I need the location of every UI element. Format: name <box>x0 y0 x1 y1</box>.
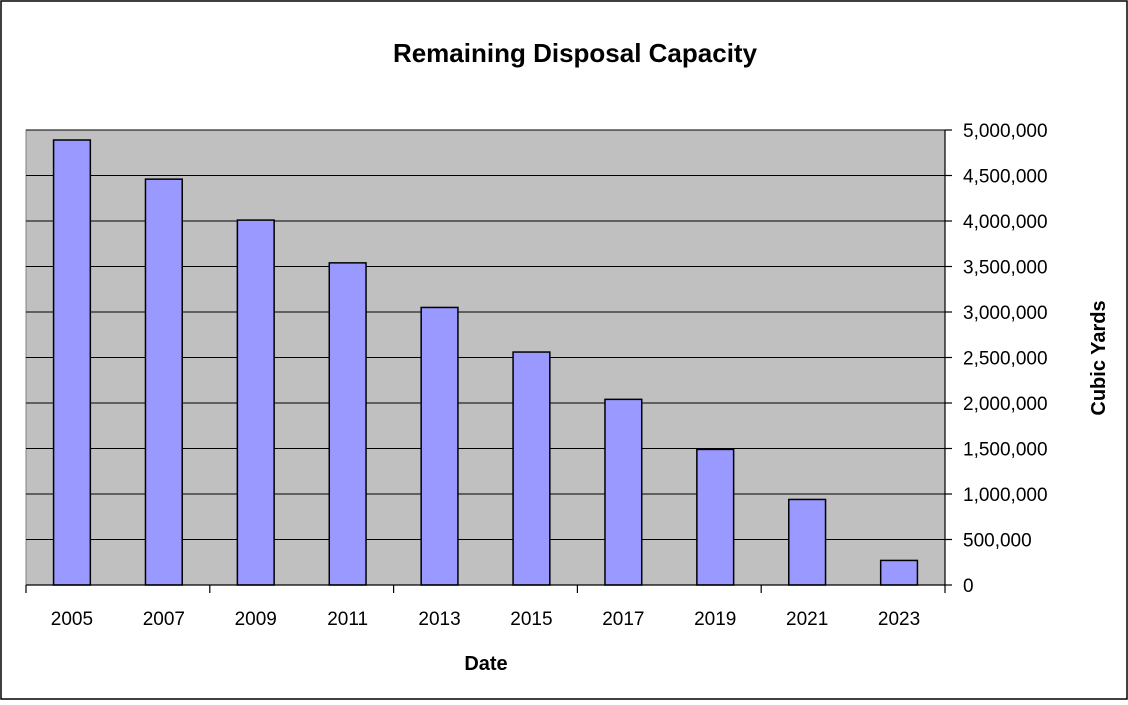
x-tick-label: 2005 <box>51 609 93 630</box>
bar-2023 <box>879 559 919 586</box>
bar-2011 <box>328 262 367 586</box>
y-tick-label: 2,000,000 <box>963 394 1048 415</box>
x-tick-label: 2007 <box>143 609 185 630</box>
bar-2005 <box>52 139 92 586</box>
x-tick-label: 2009 <box>235 609 277 630</box>
y-tick-label: 3,000,000 <box>963 303 1048 324</box>
y-tick-label: 4,000,000 <box>963 212 1048 233</box>
y-tick-label: 4,500,000 <box>963 167 1048 188</box>
x-tick-labels: 2005 2007 2009 2011 2013 2015 2017 2019 2021 2023 <box>51 609 920 630</box>
bar-2019 <box>696 448 735 586</box>
x-tick-label: 2021 <box>786 609 828 630</box>
y-tick-label: 2,500,000 <box>963 349 1048 370</box>
bar-2007 <box>144 178 183 586</box>
x-tick-label: 2013 <box>418 609 460 630</box>
x-axis-title: Date <box>464 653 507 675</box>
x-tick-label: 2011 <box>327 609 368 630</box>
bar-2015 <box>512 351 551 586</box>
x-tick-label: 2017 <box>602 609 644 630</box>
y-tick-label: 5,000,000 <box>963 121 1048 142</box>
bar-2013 <box>420 306 459 586</box>
bar-2021 <box>788 498 827 586</box>
y-tick-label: 1,000,000 <box>963 485 1048 506</box>
x-tick-label: 2019 <box>694 609 736 630</box>
y-tick-label: 3,500,000 <box>963 258 1048 279</box>
y-tick-label: 1,500,000 <box>963 440 1048 461</box>
chart-title: Remaining Disposal Capacity <box>393 38 758 68</box>
bar-2009 <box>236 219 275 586</box>
x-tick-label: 2023 <box>878 609 920 630</box>
bar-2017 <box>604 398 643 586</box>
y-tick-labels: 0 500,000 1,000,000 1,500,000 2,000,000 2,500… <box>963 121 1048 597</box>
y-tick-label: 0 <box>963 576 974 597</box>
axes <box>25 129 952 593</box>
y-tick-label: 500,000 <box>963 531 1032 552</box>
x-tick-label: 2015 <box>510 609 552 630</box>
y-axis-title: Cubic Yards <box>1088 300 1110 415</box>
